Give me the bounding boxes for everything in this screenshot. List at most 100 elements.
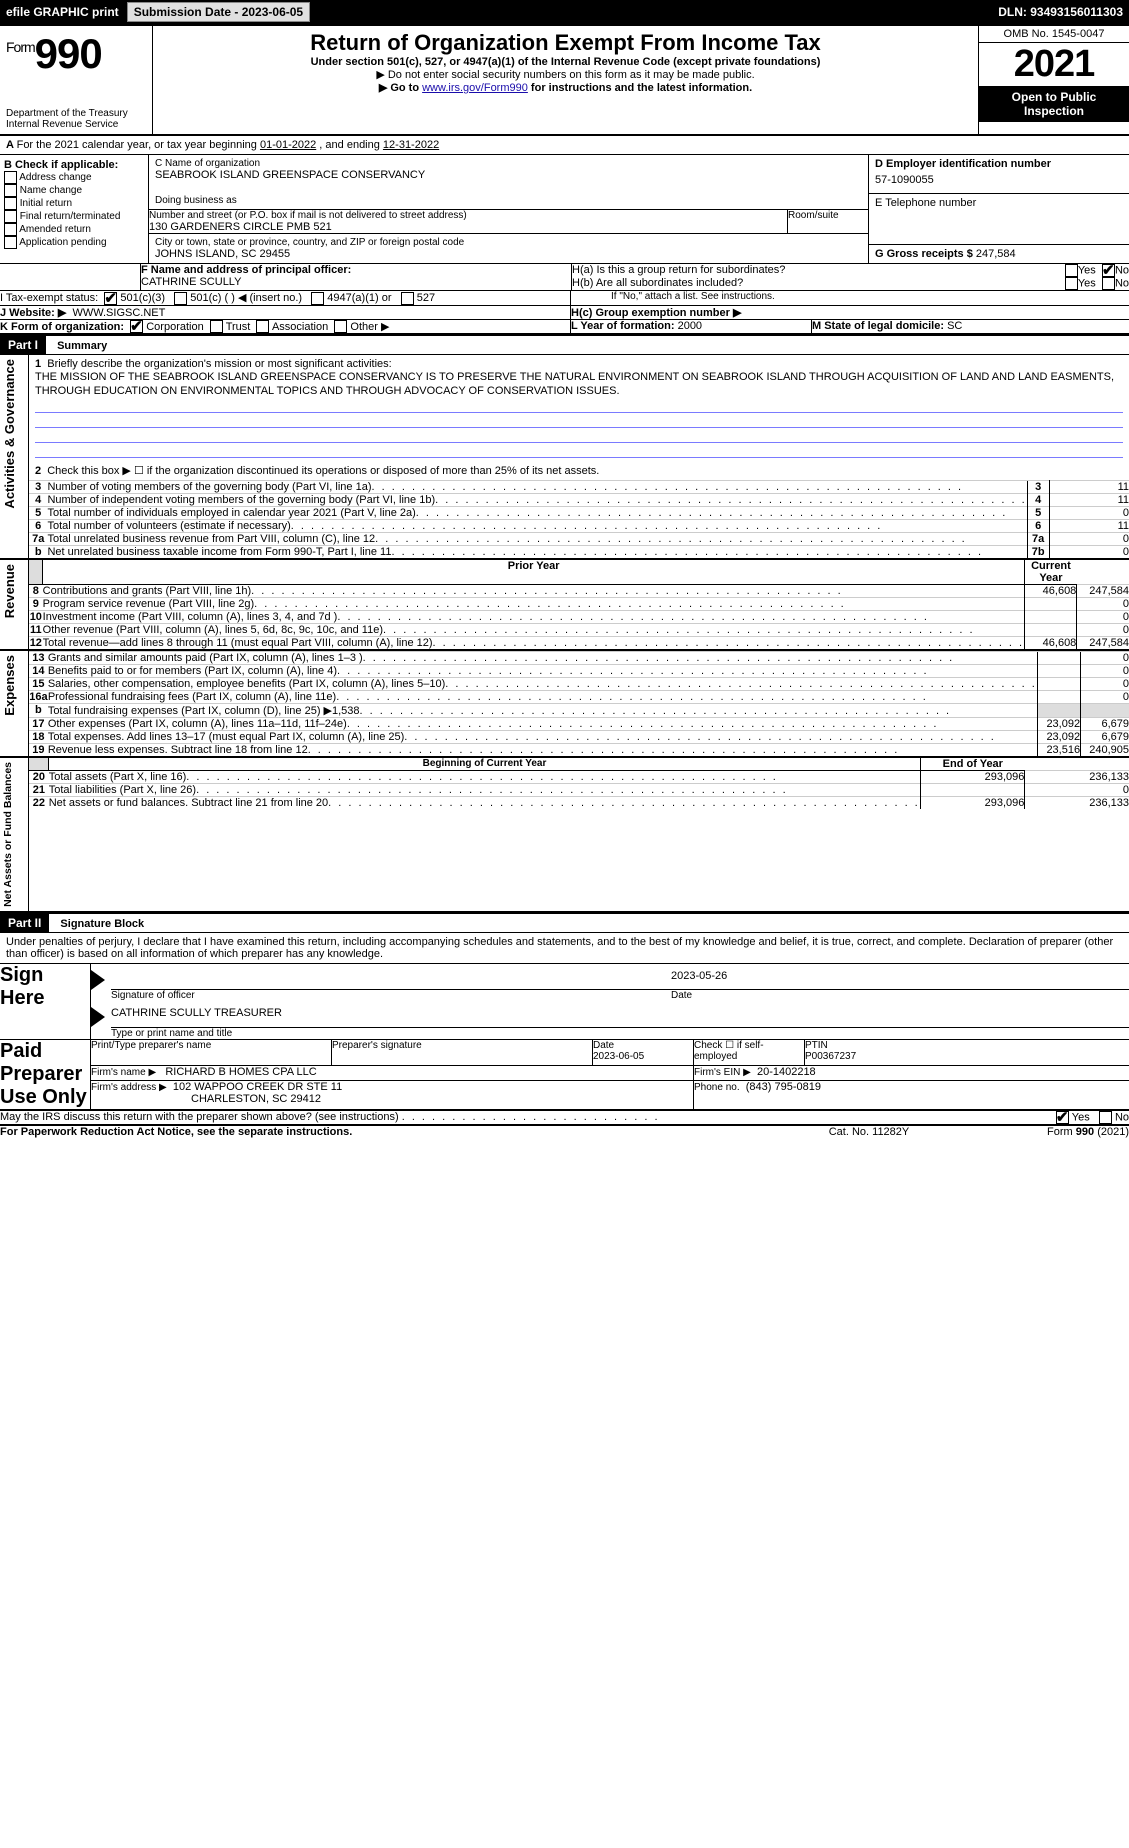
- sig-officer-label: Signature of officer: [111, 990, 671, 1002]
- check-application-pending[interactable]: Application pending: [4, 236, 144, 249]
- check-final-return[interactable]: Final return/terminated: [4, 210, 144, 223]
- state-domicile: SC: [947, 320, 962, 332]
- check-initial-return[interactable]: Initial return: [4, 197, 144, 210]
- form-990-logo: Form990: [6, 30, 146, 78]
- summary-row: 8Contributions and grants (Part VIII, li…: [29, 584, 1129, 597]
- summary-row: 12Total revenue—add lines 8 through 11 (…: [29, 636, 1129, 649]
- form-note-1: ▶ Do not enter social security numbers o…: [163, 68, 968, 81]
- tax-501c[interactable]: [174, 292, 187, 305]
- box-d-label: D Employer identification number: [875, 158, 1123, 170]
- box-m-label: M State of legal domicile:: [812, 320, 944, 332]
- city-state-zip: JOHNS ISLAND, SC 29455: [155, 248, 862, 260]
- firm-ein-value: 20-1402218: [757, 1066, 816, 1078]
- firm-name-label: Firm's name ▶: [91, 1067, 156, 1078]
- phone-value: (843) 795-0819: [746, 1081, 821, 1093]
- firm-ein-label: Firm's EIN ▶: [694, 1067, 751, 1078]
- form-note-2: ▶ Go to www.irs.gov/Form990 for instruct…: [163, 81, 968, 94]
- check-amended-return[interactable]: Amended return: [4, 223, 144, 236]
- firm-addr-label: Firm's address ▶: [91, 1082, 167, 1093]
- check-address-change[interactable]: Address change: [4, 171, 144, 184]
- form-corporation[interactable]: [130, 320, 143, 333]
- box-g-label: G Gross receipts $: [875, 248, 973, 260]
- part-2-header: Part II: [0, 914, 49, 932]
- h-c-label: H(c) Group exemption number ▶: [571, 307, 741, 319]
- tax-4947[interactable]: [311, 292, 324, 305]
- ptin-label: PTIN: [805, 1040, 1129, 1051]
- mission-text: THE MISSION OF THE SEABROOK ISLAND GREEN…: [35, 371, 1114, 396]
- box-f-label: F Name and address of principal officer:: [141, 264, 571, 276]
- summary-row: 13Grants and similar amounts paid (Part …: [29, 651, 1129, 664]
- box-k-label: K Form of organization:: [0, 321, 124, 333]
- sign-here-label: Sign Here: [0, 964, 91, 1040]
- box-e-label: E Telephone number: [875, 197, 1123, 209]
- tax-period-line: A For the 2021 calendar year, or tax yea…: [0, 136, 1129, 155]
- check-name-change[interactable]: Name change: [4, 184, 144, 197]
- discuss-yes[interactable]: [1056, 1111, 1069, 1124]
- h-b-yes[interactable]: [1065, 277, 1078, 290]
- summary-row: 7aTotal unrelated business revenue from …: [29, 532, 1129, 545]
- line1-label: Briefly describe the organization's miss…: [47, 358, 391, 370]
- summary-row: 16aProfessional fundraising fees (Part I…: [29, 690, 1129, 703]
- website-value: WWW.SIGSC.NET: [72, 307, 165, 319]
- summary-row: 22Net assets or fund balances. Subtract …: [29, 796, 1129, 809]
- h-b-label: H(b) Are all subordinates included?: [572, 277, 743, 289]
- signature-arrow-icon: [91, 970, 105, 990]
- dln-label: DLN: 93493156011303: [998, 5, 1123, 19]
- part-2-title: Signature Block: [52, 918, 144, 930]
- summary-row: 3Number of voting members of the governi…: [29, 480, 1129, 493]
- room-label: Room/suite: [788, 210, 868, 221]
- name-title-label: Type or print name and title: [111, 1027, 1129, 1039]
- prep-sig-label: Preparer's signature: [332, 1040, 592, 1051]
- firm-name-value: RICHARD B HOMES CPA LLC: [165, 1066, 316, 1078]
- box-c-name-label: C Name of organization: [155, 158, 862, 169]
- paid-preparer-label: Paid Preparer Use Only: [0, 1040, 91, 1110]
- instructions-link[interactable]: www.irs.gov/Form990: [422, 82, 528, 94]
- sig-date-label: Date: [671, 990, 1129, 1002]
- form-trust[interactable]: [210, 320, 223, 333]
- h-b-no[interactable]: [1102, 277, 1115, 290]
- summary-row: bNet unrelated business taxable income f…: [29, 545, 1129, 558]
- sig-date-value: 2023-05-26: [671, 970, 727, 982]
- side-expenses: Expenses: [0, 651, 19, 720]
- phone-label: Phone no.: [694, 1082, 740, 1093]
- form-association[interactable]: [256, 320, 269, 333]
- principal-officer: CATHRINE SCULLY: [141, 276, 571, 288]
- tax-501c3[interactable]: [104, 292, 117, 305]
- prep-date-value: 2023-06-05: [593, 1051, 693, 1062]
- prep-name-label: Print/Type preparer's name: [91, 1040, 331, 1051]
- year-formation: 2000: [678, 320, 702, 332]
- box-i-label: I Tax-exempt status:: [0, 292, 98, 304]
- irs-label: Internal Revenue Service: [6, 119, 146, 130]
- gross-receipts-value: 247,584: [976, 248, 1016, 260]
- part-1-header: Part I: [0, 336, 46, 354]
- h-a-no[interactable]: [1102, 264, 1115, 277]
- summary-row: bTotal fundraising expenses (Part IX, co…: [29, 703, 1129, 717]
- summary-row: 6Total number of volunteers (estimate if…: [29, 519, 1129, 532]
- dept-label: Department of the Treasury: [6, 108, 146, 119]
- col-prior-year: Prior Year: [43, 560, 1025, 585]
- box-l-label: L Year of formation:: [571, 320, 675, 332]
- box-j-label: J Website: ▶: [0, 307, 66, 319]
- prep-self-employed[interactable]: Check ☐ if self-employed: [694, 1040, 804, 1062]
- form-other[interactable]: [334, 320, 347, 333]
- name-arrow-icon: [91, 1007, 105, 1027]
- form-subtitle: Under section 501(c), 527, or 4947(a)(1)…: [163, 56, 968, 68]
- summary-row: 5Total number of individuals employed in…: [29, 506, 1129, 519]
- summary-row: 4Number of independent voting members of…: [29, 493, 1129, 506]
- discuss-no[interactable]: [1099, 1111, 1112, 1124]
- summary-row: 11Other revenue (Part VIII, column (A), …: [29, 623, 1129, 636]
- summary-row: 9Program service revenue (Part VIII, lin…: [29, 597, 1129, 610]
- open-to-public: Open to Public Inspection: [979, 86, 1129, 122]
- omb-number: OMB No. 1545-0047: [979, 26, 1129, 43]
- tax-527[interactable]: [401, 292, 414, 305]
- h-a-yes[interactable]: [1065, 264, 1078, 277]
- col-current-year: Current Year: [1025, 560, 1077, 585]
- summary-row: 10Investment income (Part VIII, column (…: [29, 610, 1129, 623]
- cat-number: Cat. No. 11282Y: [769, 1126, 969, 1138]
- line2-text: Check this box ▶ ☐ if the organization d…: [47, 465, 599, 477]
- officer-name-title: CATHRINE SCULLY TREASURER: [111, 1007, 1129, 1027]
- org-name: SEABROOK ISLAND GREENSPACE CONSERVANCY: [155, 169, 862, 181]
- submission-date-button[interactable]: Submission Date - 2023-06-05: [127, 2, 310, 22]
- firm-addr2: CHARLESTON, SC 29412: [91, 1093, 321, 1105]
- h-a-label: H(a) Is this a group return for subordin…: [572, 264, 785, 276]
